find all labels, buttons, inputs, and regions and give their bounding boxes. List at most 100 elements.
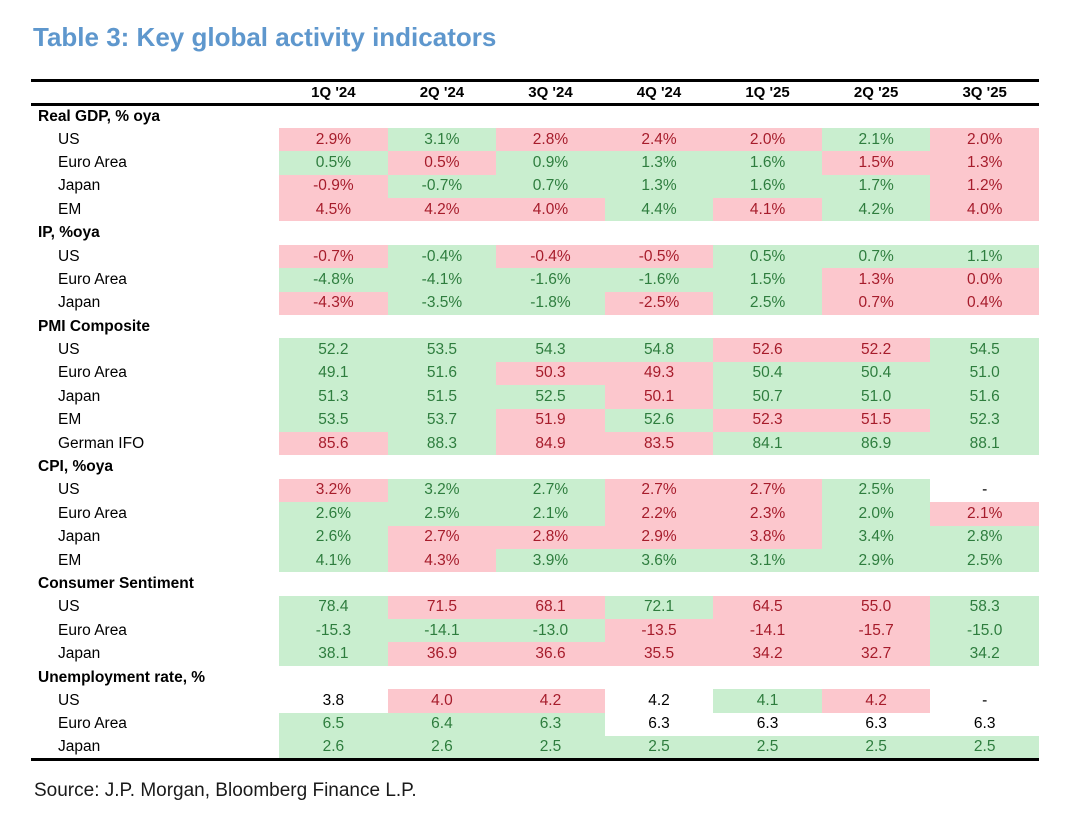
value-cell: 0.5% — [279, 151, 388, 175]
value-cell: 0.7% — [821, 244, 931, 269]
value-cell: 6.4 — [387, 712, 497, 737]
report-page: Table 3: Key global activity indicators … — [31, 22, 1039, 801]
value-cell: 4.5% — [279, 198, 388, 222]
value-cell: 83.5 — [604, 431, 714, 456]
value-cell: 4.3% — [387, 548, 497, 573]
value-cell: 3.4% — [821, 525, 931, 549]
row-label: US — [58, 341, 80, 359]
column-header: 2Q '25 — [853, 84, 899, 101]
table-row: Japan 38.1 36.9 36.6 35.5 34.2 32.7 34.2 — [31, 642, 1039, 666]
value-cell: 51.5 — [387, 385, 497, 409]
row-label: US — [58, 481, 80, 499]
value-cell: 58.3 — [930, 595, 1039, 620]
value-cell: 1.2% — [930, 174, 1039, 199]
table-row: US 78.4 71.5 68.1 72.1 64.5 55.0 58.3 — [31, 595, 1039, 620]
value-cell: 36.9 — [387, 642, 497, 666]
value-cell: 6.3 — [604, 712, 714, 737]
value-cell: 88.1 — [930, 431, 1039, 456]
value-cell: 0.0% — [930, 268, 1039, 292]
value-cell: -0.7% — [279, 244, 388, 269]
value-cell: 2.6 — [279, 736, 388, 760]
value-cell: 34.2 — [713, 642, 822, 666]
section-header-row: IP, %oya — [31, 221, 1039, 244]
value-cell: 3.9% — [496, 548, 605, 573]
row-label: Japan — [58, 737, 101, 755]
value-cell: 36.6 — [496, 642, 605, 666]
value-cell: 2.5 — [713, 736, 822, 760]
value-cell: 2.9% — [821, 548, 931, 573]
section-label: Real GDP, % oya — [38, 107, 161, 125]
value-cell: 4.0% — [496, 198, 605, 222]
value-cell: 68.1 — [496, 595, 605, 620]
value-cell: - — [930, 478, 1039, 503]
value-cell: 1.1% — [930, 244, 1039, 269]
value-cell: 4.1% — [279, 548, 388, 573]
row-label: Japan — [58, 177, 101, 195]
value-cell: 53.7 — [387, 408, 497, 432]
value-cell: 3.8% — [713, 525, 822, 549]
value-cell: 2.5% — [387, 502, 497, 526]
table-row: Japan 2.6% 2.7% 2.8% 2.9% 3.8% 3.4% 2.8% — [31, 525, 1039, 549]
header-row: 1Q '24 2Q '24 3Q '24 4Q '24 1Q '25 2Q '25 3Q '… — [31, 80, 1039, 105]
value-cell: 0.7% — [496, 174, 605, 199]
value-cell: 51.5 — [821, 408, 931, 432]
value-cell: 54.3 — [496, 338, 605, 362]
table-row: US 52.2 53.5 54.3 54.8 52.6 52.2 54.5 — [31, 338, 1039, 362]
table-row: Euro Area 6.5 6.4 6.3 6.3 6.3 6.3 6.3 — [31, 712, 1039, 737]
value-cell: 1.3% — [821, 268, 931, 292]
value-cell: 1.7% — [821, 174, 931, 199]
value-cell: -1.6% — [604, 268, 714, 292]
value-cell: 4.2 — [496, 689, 605, 713]
value-cell: 2.1% — [821, 127, 931, 152]
value-cell: 2.5% — [930, 548, 1039, 573]
value-cell: -1.8% — [496, 291, 605, 316]
value-cell: 54.5 — [930, 338, 1039, 362]
source-note: Source: J.P. Morgan, Bloomberg Finance L… — [34, 779, 417, 801]
value-cell: 4.0% — [930, 198, 1039, 222]
section-header-row: Unemployment rate, % — [31, 666, 1039, 689]
value-cell: -0.5% — [604, 244, 714, 269]
value-cell: 50.1 — [604, 385, 714, 409]
value-cell: 1.5% — [821, 151, 931, 175]
table-row: Japan 51.3 51.5 52.5 50.1 50.7 51.0 51.6 — [31, 385, 1039, 409]
value-cell: 0.5% — [387, 151, 497, 175]
value-cell: 52.3 — [930, 408, 1039, 432]
value-cell: -4.1% — [387, 268, 497, 292]
value-cell: 50.7 — [713, 385, 822, 409]
row-label: EM — [58, 551, 82, 569]
table-row: German IFO 85.6 88.3 84.9 83.5 84.1 86.9 88.1 — [31, 431, 1039, 456]
row-label: Japan — [58, 387, 101, 405]
value-cell: 51.6 — [387, 361, 497, 386]
value-cell: 52.2 — [821, 338, 931, 362]
table-header: 1Q '24 2Q '24 3Q '24 4Q '24 1Q '25 2Q '25 3Q '… — [31, 80, 1039, 105]
value-cell: 2.7% — [713, 478, 822, 503]
value-cell: 2.5 — [821, 736, 931, 760]
row-label: Japan — [58, 528, 101, 546]
page-title: Table 3: Key global activity indicators — [33, 22, 497, 52]
value-cell: -4.8% — [279, 268, 388, 292]
key-indicators-table: 1Q '24 2Q '24 3Q '24 4Q '24 1Q '25 2Q '25 3Q '… — [31, 79, 1039, 761]
value-cell: -13.0 — [496, 619, 605, 643]
value-cell: -3.5% — [387, 291, 497, 316]
row-label: US — [58, 247, 80, 265]
value-cell: 49.3 — [604, 361, 714, 386]
row-label: US — [58, 598, 80, 616]
value-cell: 2.9% — [604, 525, 714, 549]
value-cell: 2.1% — [930, 502, 1039, 526]
value-cell: 4.2 — [821, 689, 931, 713]
value-cell: 2.5 — [930, 736, 1039, 760]
value-cell: 0.9% — [496, 151, 605, 175]
value-cell: 2.0% — [930, 127, 1039, 152]
value-cell: 6.3 — [713, 712, 822, 737]
value-cell: 32.7 — [821, 642, 931, 666]
row-label: EM — [58, 411, 82, 429]
value-cell: 55.0 — [821, 595, 931, 620]
value-cell: 84.1 — [713, 431, 822, 456]
section-label: Unemployment rate, % — [38, 668, 206, 686]
value-cell: -0.7% — [387, 174, 497, 199]
value-cell: 52.3 — [713, 408, 822, 432]
section-header-row: PMI Composite — [31, 315, 1039, 338]
value-cell: 2.2% — [604, 502, 714, 526]
table-body: Real GDP, % oya US 2.9% 3.1% 2.8% 2.4% 2.0% 2.1… — [31, 105, 1039, 760]
value-cell: 3.8 — [279, 689, 388, 713]
